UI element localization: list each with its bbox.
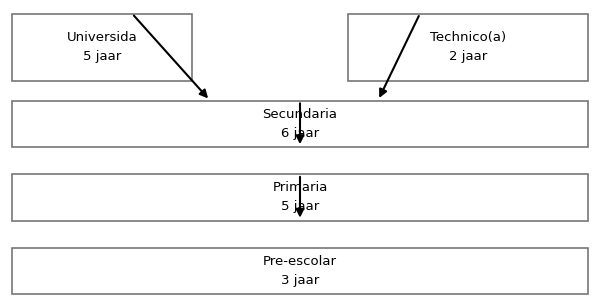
Text: Primaria
5 jaar: Primaria 5 jaar xyxy=(272,181,328,213)
Bar xyxy=(12,174,588,220)
Bar xyxy=(348,14,588,81)
Bar xyxy=(12,100,588,147)
Text: Pre-escolar
3 jaar: Pre-escolar 3 jaar xyxy=(263,255,337,287)
Bar xyxy=(12,14,192,81)
Text: Technico(a)
2 jaar: Technico(a) 2 jaar xyxy=(430,31,506,63)
Bar xyxy=(12,248,588,294)
Text: Universida
5 jaar: Universida 5 jaar xyxy=(67,31,137,63)
Text: Secundaria
6 jaar: Secundaria 6 jaar xyxy=(263,108,337,140)
